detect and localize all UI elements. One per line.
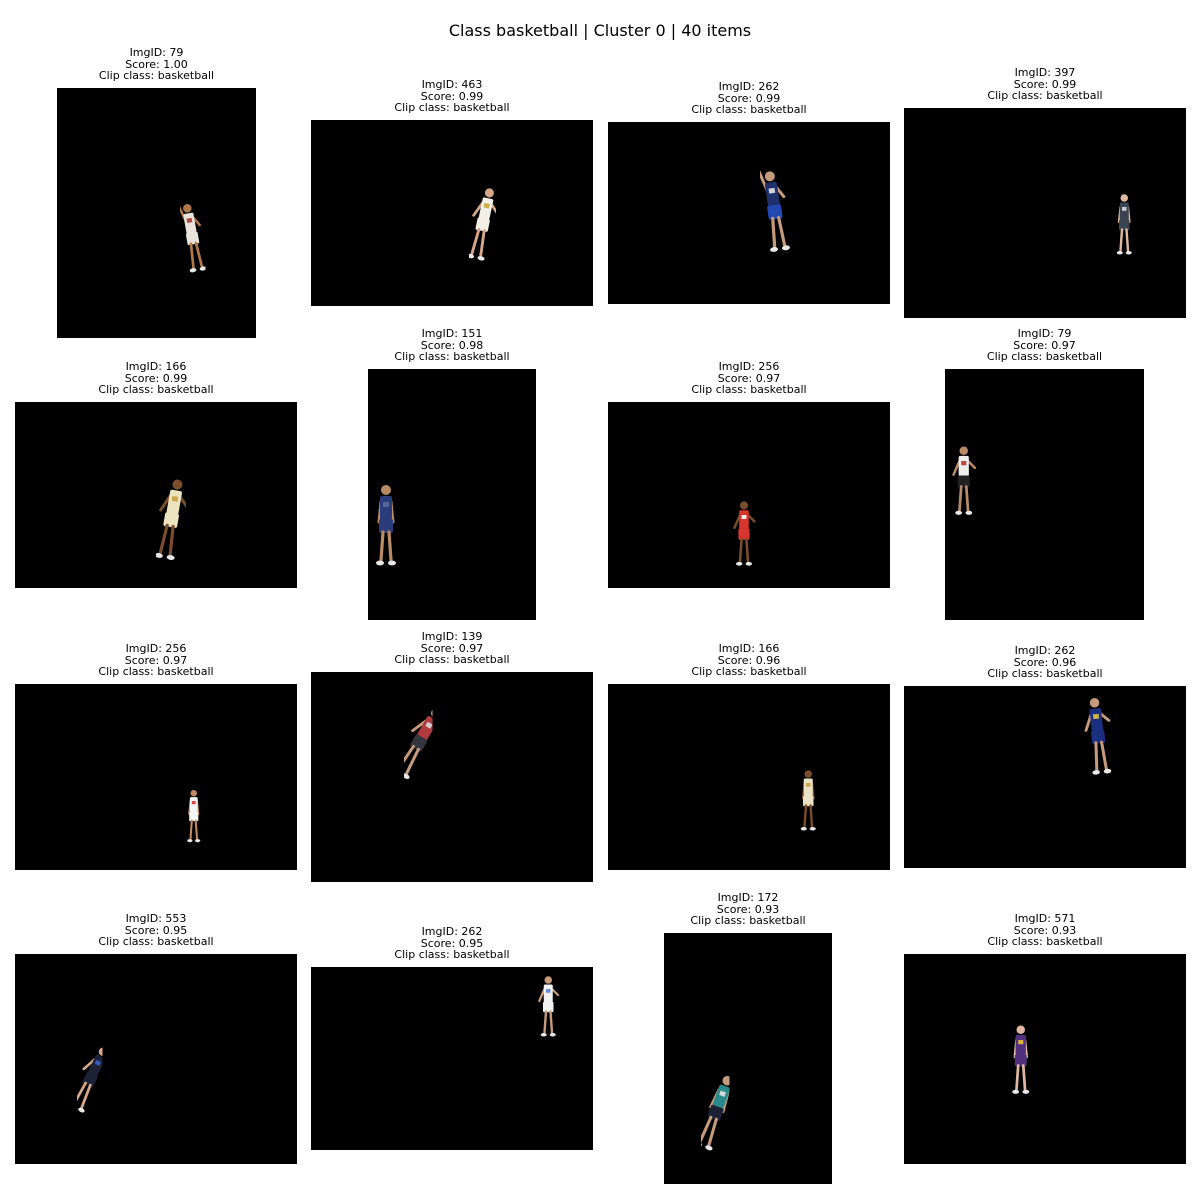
clip-class-label: Clip class: basketball	[690, 914, 806, 928]
score-label: Score: 0.97	[1013, 338, 1076, 352]
clip-class-label: Clip class: basketball	[394, 653, 510, 667]
image-caption: ImgID: 256 Score: 0.97 Clip class: basketb…	[599, 361, 899, 396]
image-caption: ImgID: 262 Score: 0.95 Clip class: basketb…	[302, 926, 602, 961]
player-figure	[154, 476, 189, 570]
image-id-label: ImgID: 262	[1014, 644, 1076, 657]
clip-class-label: Clip class: basketball	[394, 948, 510, 962]
image-panel	[608, 684, 890, 870]
score-label: Score: 0.97	[420, 641, 484, 655]
image-id-label: ImgID: 553	[125, 912, 187, 925]
image-panel	[608, 122, 890, 304]
score-label: Score: 0.95	[420, 936, 484, 950]
image-panel	[311, 967, 593, 1150]
clip-class-label: Clip class: basketball	[986, 350, 1103, 364]
clip-class-label: Clip class: basketball	[98, 935, 214, 949]
player-figure	[392, 701, 441, 790]
image-panel	[368, 369, 536, 620]
player-figure	[694, 1071, 733, 1160]
player-figure	[757, 168, 790, 262]
image-caption: ImgID: 139 Score: 0.97 Clip class: basketb…	[302, 631, 602, 666]
figure-title: Class basketball | Cluster 0 | 40 items	[448, 21, 752, 40]
player-figure	[797, 768, 820, 839]
image-panel	[608, 402, 890, 588]
score-label: Score: 0.93	[716, 902, 780, 916]
image-caption: ImgID: 166 Score: 0.99 Clip class: basketb…	[6, 361, 306, 396]
image-id-label: ImgID: 262	[718, 80, 780, 93]
score-label: Score: 0.99	[420, 89, 484, 103]
score-label: Score: 0.93	[1013, 923, 1077, 937]
image-id-label: ImgID: 166	[125, 360, 187, 373]
image-panel	[15, 402, 297, 588]
image-panel	[904, 954, 1186, 1164]
image-caption: ImgID: 151 Score: 0.98 Clip class: basketb…	[302, 328, 602, 363]
clip-class-label: Clip class: basketball	[987, 667, 1103, 681]
clip-class-label: Clip class: basketball	[691, 103, 807, 117]
image-panel	[904, 108, 1186, 318]
image-caption: ImgID: 397 Score: 0.99 Clip class: basketb…	[895, 67, 1195, 102]
image-caption: ImgID: 79 Score: 1.00 Clip class: basketba…	[7, 47, 307, 82]
image-id-label: ImgID: 571	[1014, 912, 1076, 925]
image-caption: ImgID: 571 Score: 0.93 Clip class: basketb…	[895, 913, 1195, 948]
image-panel	[311, 120, 593, 306]
player-figure	[176, 201, 207, 281]
player-figure	[371, 482, 401, 576]
image-panel	[311, 672, 593, 882]
player-figure	[466, 185, 499, 270]
image-panel	[945, 369, 1144, 620]
clip-class-label: Clip class: basketball	[98, 69, 215, 83]
clip-class-label: Clip class: basketball	[98, 665, 214, 679]
image-id-label: ImgID: 172	[717, 891, 779, 904]
score-label: Score: 0.98	[420, 338, 484, 352]
player-figure	[1008, 1023, 1034, 1103]
player-figure	[951, 444, 977, 524]
image-panel	[57, 88, 256, 338]
image-caption: ImgID: 256 Score: 0.97 Clip class: basketb…	[6, 643, 306, 678]
player-figure	[1113, 192, 1136, 263]
image-caption: ImgID: 172 Score: 0.93 Clip class: basketb…	[598, 892, 898, 927]
clip-class-label: Clip class: basketball	[394, 350, 510, 364]
clip-class-label: Clip class: basketball	[987, 935, 1103, 949]
clip-class-label: Clip class: basketball	[394, 101, 510, 115]
clip-class-label: Clip class: basketball	[987, 89, 1103, 103]
score-label: Score: 0.95	[124, 923, 188, 937]
image-caption: ImgID: 166 Score: 0.96 Clip class: basketb…	[599, 643, 899, 678]
player-figure	[1084, 695, 1113, 784]
player-figure	[184, 788, 204, 849]
score-label: Score: 0.96	[717, 653, 781, 667]
player-figure	[537, 974, 560, 1045]
clip-class-label: Clip class: basketball	[98, 383, 214, 397]
image-panel	[15, 954, 297, 1164]
image-panel	[904, 686, 1186, 868]
score-label: Score: 0.97	[717, 371, 781, 385]
image-id-label: ImgID: 79	[129, 46, 184, 59]
image-id-label: ImgID: 166	[718, 642, 780, 655]
clip-class-label: Clip class: basketball	[691, 665, 807, 679]
image-caption: ImgID: 262 Score: 0.96 Clip class: basketb…	[895, 645, 1195, 680]
image-id-label: ImgID: 256	[718, 360, 780, 373]
image-id-label: ImgID: 79	[1017, 327, 1072, 340]
image-id-label: ImgID: 463	[421, 78, 483, 91]
image-caption: ImgID: 79 Score: 0.97 Clip class: basketba…	[895, 328, 1195, 363]
image-id-label: ImgID: 397	[1014, 66, 1076, 79]
image-caption: ImgID: 463 Score: 0.99 Clip class: basketb…	[302, 79, 602, 114]
image-id-label: ImgID: 262	[421, 925, 483, 938]
score-label: Score: 0.99	[717, 91, 781, 105]
image-id-label: ImgID: 256	[125, 642, 187, 655]
score-label: Score: 0.99	[1013, 77, 1077, 91]
score-label: Score: 0.99	[124, 371, 188, 385]
score-label: Score: 0.96	[1013, 655, 1077, 669]
score-label: Score: 1.00	[125, 57, 188, 71]
image-panel	[15, 684, 297, 870]
image-id-label: ImgID: 151	[421, 327, 483, 340]
player-figure	[732, 499, 756, 574]
image-id-label: ImgID: 139	[421, 630, 483, 643]
player-figure	[68, 1042, 108, 1122]
image-caption: ImgID: 553 Score: 0.95 Clip class: basketb…	[6, 913, 306, 948]
clip-class-label: Clip class: basketball	[691, 383, 807, 397]
image-caption: ImgID: 262 Score: 0.99 Clip class: basketb…	[599, 81, 899, 116]
image-panel	[664, 933, 832, 1184]
score-label: Score: 0.97	[124, 653, 188, 667]
